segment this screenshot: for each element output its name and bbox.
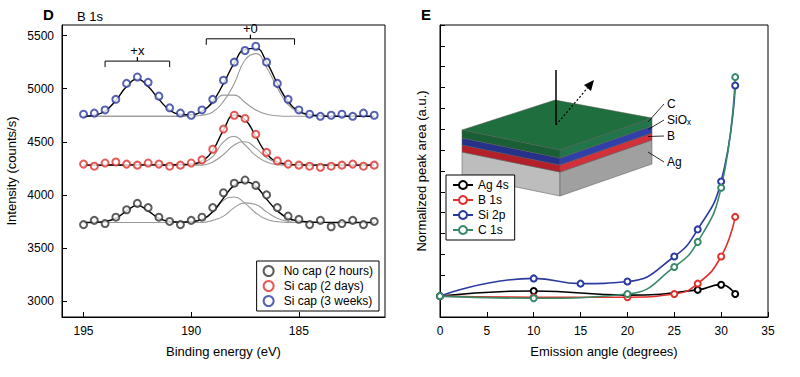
svg-text:Si cap (3 weeks): Si cap (3 weeks) — [284, 294, 373, 308]
svg-text:0: 0 — [437, 324, 444, 338]
svg-text:5: 5 — [484, 324, 491, 338]
svg-text:C 1s: C 1s — [478, 223, 503, 237]
svg-text:185: 185 — [289, 324, 309, 338]
svg-text:No cap (2 hours): No cap (2 hours) — [284, 264, 373, 278]
svg-text:30: 30 — [714, 324, 728, 338]
svg-text:10: 10 — [527, 324, 541, 338]
svg-text:3500: 3500 — [27, 241, 54, 255]
svg-text:E: E — [421, 6, 431, 23]
svg-text:B 1s: B 1s — [77, 9, 104, 24]
svg-text:5000: 5000 — [27, 82, 54, 96]
svg-text:5500: 5500 — [27, 29, 54, 43]
svg-text:+x: +x — [130, 43, 145, 58]
svg-text:3000: 3000 — [27, 294, 54, 308]
svg-text:SiOₓ: SiOₓ — [667, 113, 691, 127]
svg-text:Ag: Ag — [667, 155, 682, 169]
svg-text:4500: 4500 — [27, 135, 54, 149]
svg-text:4000: 4000 — [27, 188, 54, 202]
svg-text:D: D — [43, 6, 54, 23]
svg-text:Emission angle (degrees): Emission angle (degrees) — [530, 344, 677, 359]
svg-text:Ag 4s: Ag 4s — [478, 178, 509, 192]
svg-text:35: 35 — [761, 324, 775, 338]
svg-text:C: C — [667, 97, 676, 111]
svg-text:25: 25 — [668, 324, 682, 338]
svg-text:20: 20 — [621, 324, 635, 338]
svg-text:15: 15 — [574, 324, 588, 338]
svg-text:Binding energy (eV): Binding energy (eV) — [166, 344, 281, 359]
svg-text:Si 2p: Si 2p — [478, 208, 506, 222]
svg-text:B 1s: B 1s — [478, 193, 502, 207]
svg-text:195: 195 — [74, 324, 94, 338]
svg-text:Intensity (counts/s): Intensity (counts/s) — [4, 116, 19, 225]
svg-text:B: B — [667, 129, 675, 143]
svg-text:190: 190 — [181, 324, 201, 338]
svg-text:Si cap (2 days): Si cap (2 days) — [284, 279, 364, 293]
svg-text:Normalized peak area (a.u.): Normalized peak area (a.u.) — [414, 90, 429, 251]
svg-text:+0: +0 — [243, 21, 258, 36]
